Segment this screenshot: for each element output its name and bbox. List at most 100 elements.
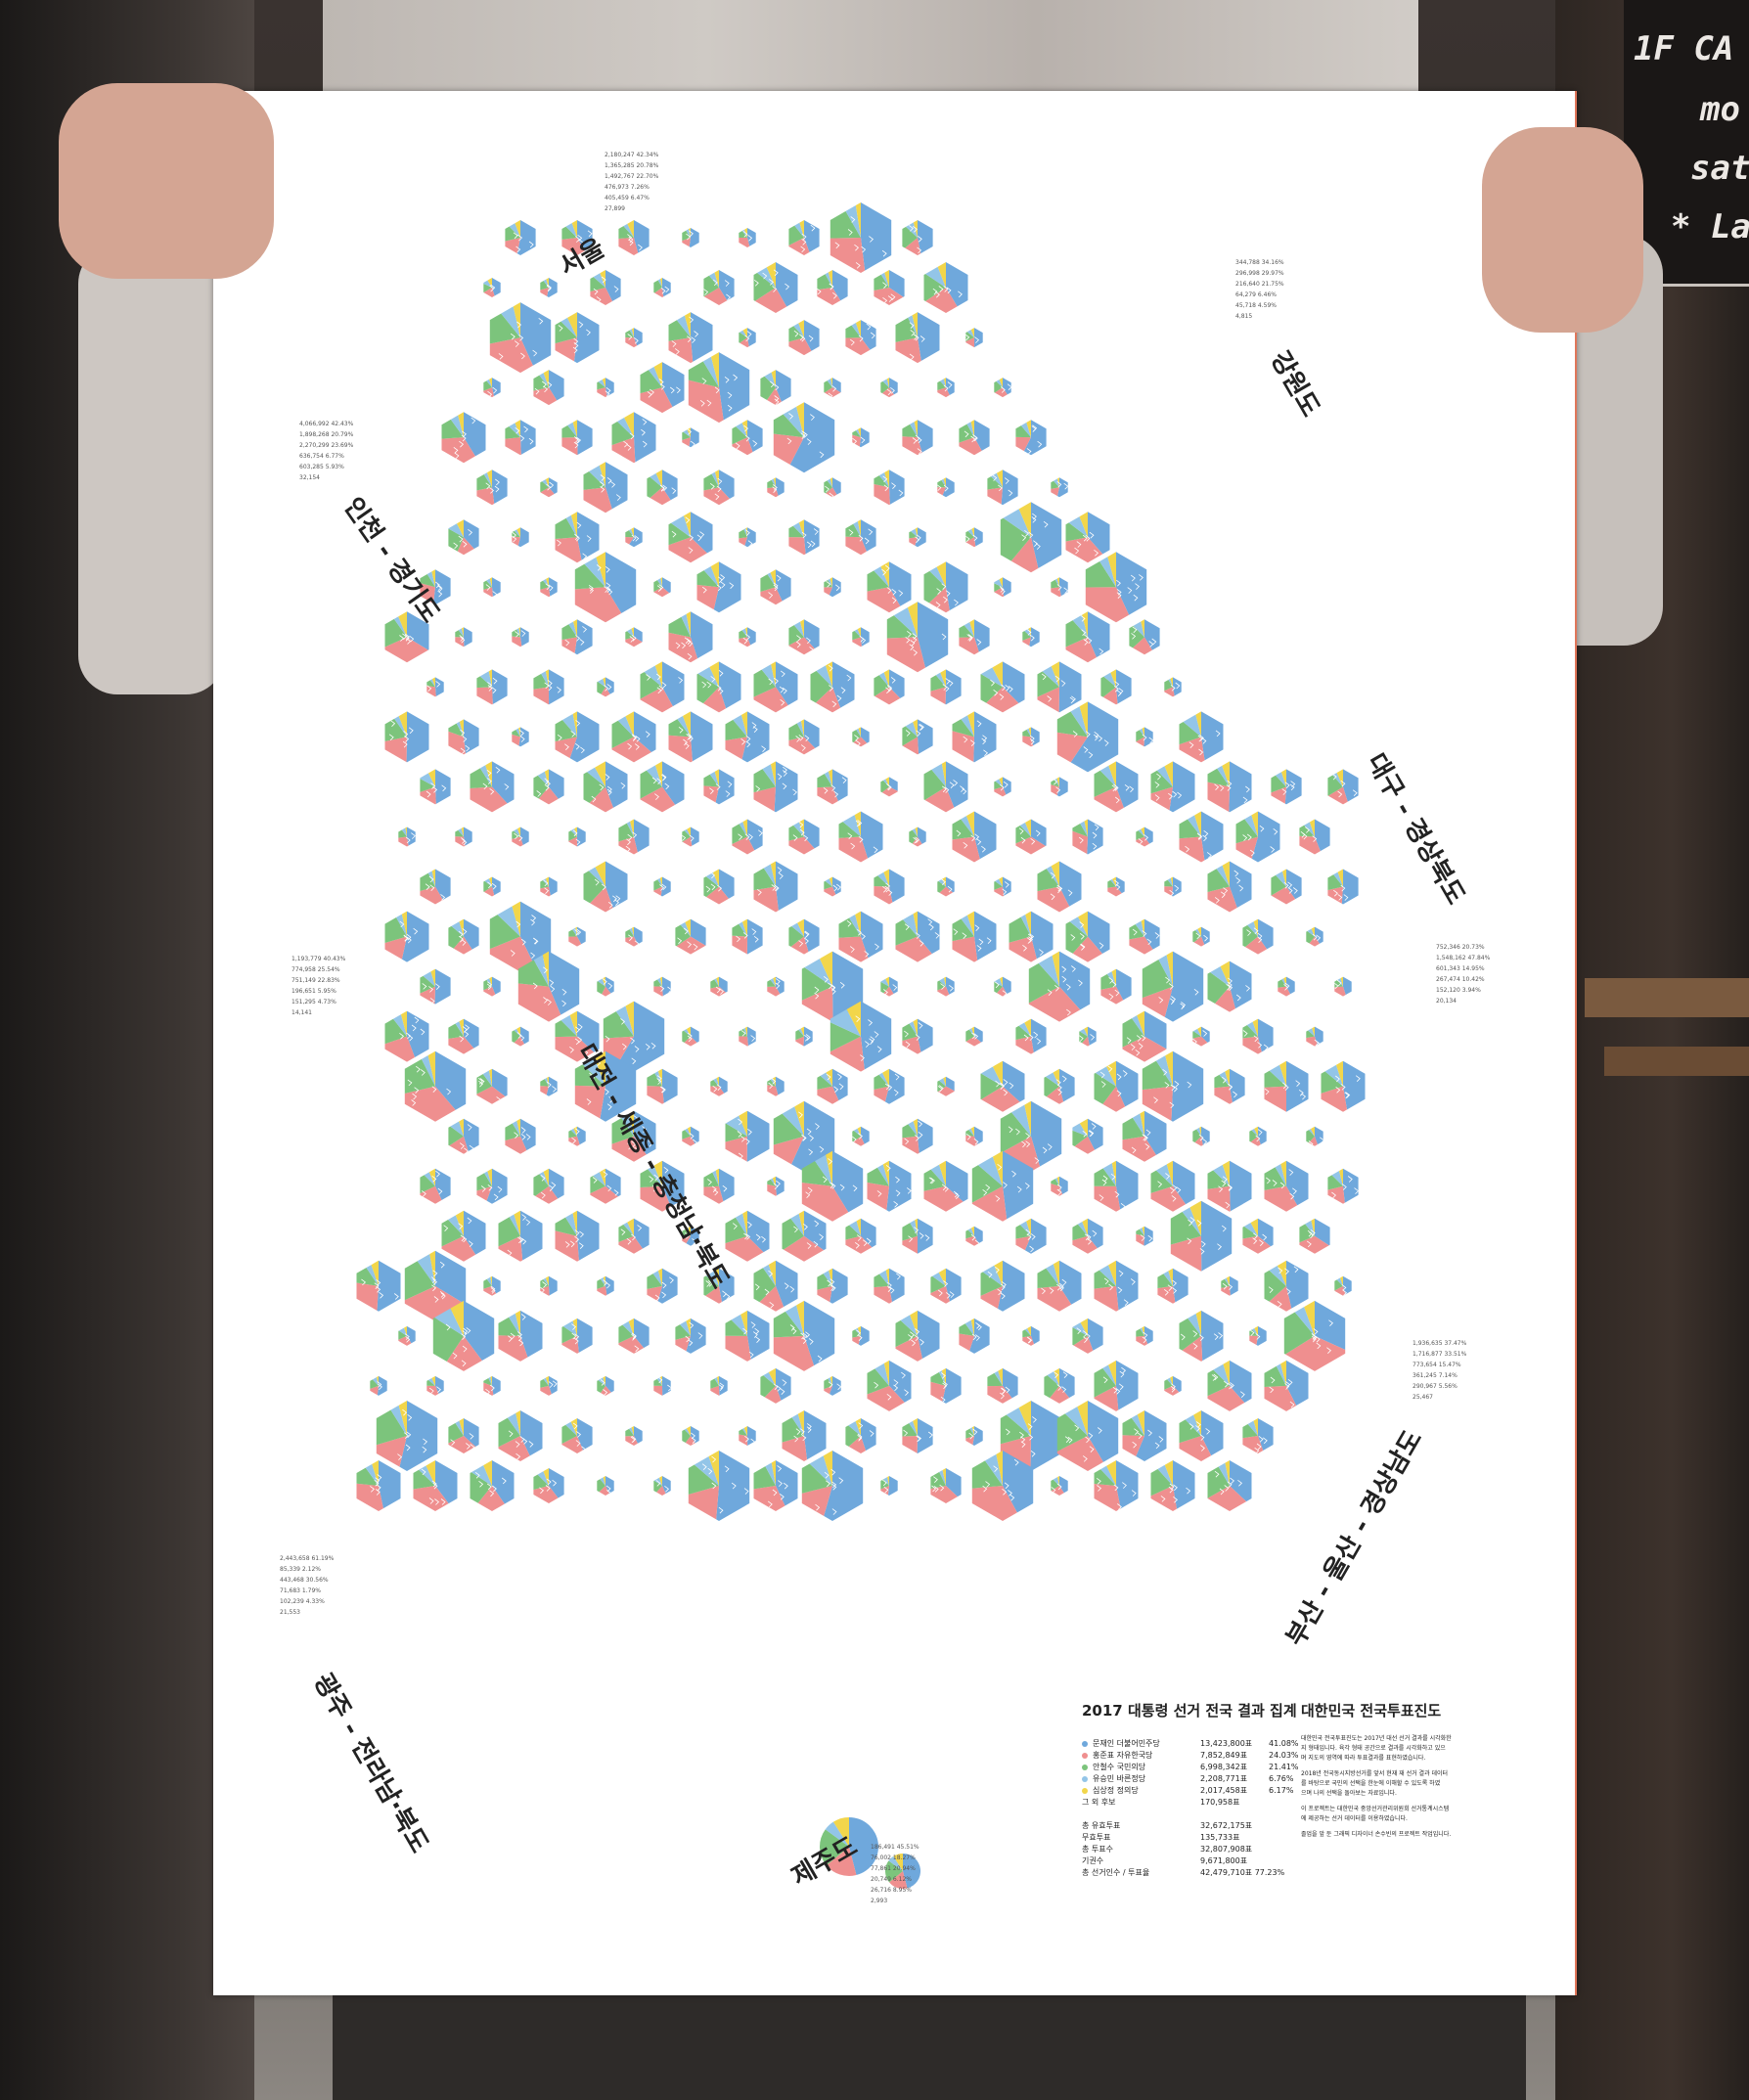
person-left-sleeve <box>78 245 225 694</box>
texture-stroke <box>686 233 692 241</box>
texture-stroke <box>1202 834 1208 842</box>
pie-slice <box>1144 827 1153 847</box>
pie-slice <box>634 819 650 855</box>
texture-stroke <box>938 286 944 292</box>
texture-stroke <box>864 537 870 545</box>
district-hex-pie <box>845 1418 876 1453</box>
texture-stroke <box>489 487 495 494</box>
texture-stroke <box>1246 833 1252 841</box>
texture-stroke <box>701 378 707 384</box>
texture-stroke <box>1175 682 1181 690</box>
legend-row: 71,683 1.79% <box>280 1587 321 1594</box>
texture-stroke <box>714 493 720 501</box>
legend-row: 443,468 30.56% <box>280 1577 329 1584</box>
district-hex-pie <box>994 777 1011 797</box>
texture-stroke <box>1026 629 1032 636</box>
texture-stroke <box>976 838 982 845</box>
district-hex-pie <box>540 1076 558 1096</box>
pie-slice <box>1221 1285 1232 1296</box>
texture-stroke <box>854 735 860 741</box>
texture-stroke <box>709 482 715 490</box>
texture-stroke <box>799 828 805 836</box>
texture-stroke <box>428 875 434 883</box>
pie-slice <box>682 228 691 243</box>
district-hex-pie <box>1051 777 1068 797</box>
pie-slice <box>455 827 464 837</box>
pie-slice <box>476 671 492 689</box>
pie-slice <box>483 378 492 392</box>
pie-slice <box>861 202 892 273</box>
texture-stroke <box>582 626 588 633</box>
pie-slice <box>852 427 861 438</box>
texture-stroke <box>910 330 916 336</box>
texture-stroke <box>546 285 552 292</box>
pie-slice <box>739 1036 749 1047</box>
texture-stroke <box>793 330 799 337</box>
pie-slice <box>1341 869 1359 905</box>
texture-stroke <box>1245 785 1250 793</box>
texture-stroke <box>437 585 443 593</box>
pie-slice <box>1235 811 1258 847</box>
texture-stroke <box>943 484 949 492</box>
texture-stroke <box>656 778 662 784</box>
pie-slice <box>824 477 832 496</box>
pie-slice <box>1271 770 1286 795</box>
district-hex-pie <box>540 278 558 297</box>
pie-slice <box>824 587 832 598</box>
district-hex-pie <box>1072 819 1103 855</box>
district-hex-pie <box>952 911 997 962</box>
texture-stroke <box>471 417 476 424</box>
texture-stroke <box>761 745 767 752</box>
pie-slice <box>1286 1060 1309 1112</box>
pie-slice <box>653 876 662 892</box>
district-hex-pie <box>653 876 671 897</box>
pie-slice <box>918 312 940 364</box>
texture-stroke <box>956 829 962 837</box>
texture-stroke <box>607 588 613 596</box>
texture-stroke <box>861 246 867 253</box>
pie-slice <box>804 619 820 654</box>
pie-slice <box>540 577 549 591</box>
pie-slice <box>561 619 577 642</box>
texture-stroke <box>886 587 892 594</box>
district-hex-pie <box>512 627 529 648</box>
pie-slice <box>1015 436 1031 456</box>
texture-stroke <box>459 635 465 642</box>
pie-slice <box>994 379 1003 395</box>
pie-slice <box>1003 777 1011 797</box>
pie-slice <box>753 786 776 813</box>
pie-slice <box>577 827 586 847</box>
texture-stroke <box>1114 796 1120 804</box>
pie-slice <box>1015 420 1031 438</box>
texture-stroke <box>1131 633 1137 640</box>
pie-slice <box>597 1285 607 1296</box>
texture-stroke <box>1085 731 1091 737</box>
pie-slice <box>861 1001 892 1072</box>
texture-stroke <box>769 380 775 388</box>
texture-stroke <box>520 352 525 360</box>
texture-stroke <box>810 224 816 232</box>
texture-stroke <box>774 677 779 685</box>
texture-stroke <box>913 334 919 340</box>
texture-stroke <box>782 782 787 790</box>
legend-row: 14,141 <box>292 1009 312 1016</box>
district-hex-pie <box>930 669 962 705</box>
texture-stroke <box>489 285 495 292</box>
texture-stroke <box>491 687 497 693</box>
district-hex-pie <box>1051 1176 1068 1196</box>
district-hex-pie <box>952 811 997 863</box>
pie-slice <box>747 819 763 855</box>
texture-stroke <box>627 234 633 241</box>
texture-stroke <box>855 820 861 827</box>
texture-stroke <box>1113 784 1119 791</box>
texture-stroke <box>965 334 970 341</box>
district-hex-pie <box>505 1118 536 1154</box>
district-hex-pie <box>965 1426 983 1446</box>
pie-slice <box>662 577 671 596</box>
texture-stroke <box>685 516 691 523</box>
texture-stroke <box>1201 737 1207 744</box>
texture-stroke <box>575 635 581 642</box>
pie-slice <box>776 861 798 913</box>
pie-slice <box>902 1435 918 1453</box>
texture-stroke <box>1054 675 1060 683</box>
